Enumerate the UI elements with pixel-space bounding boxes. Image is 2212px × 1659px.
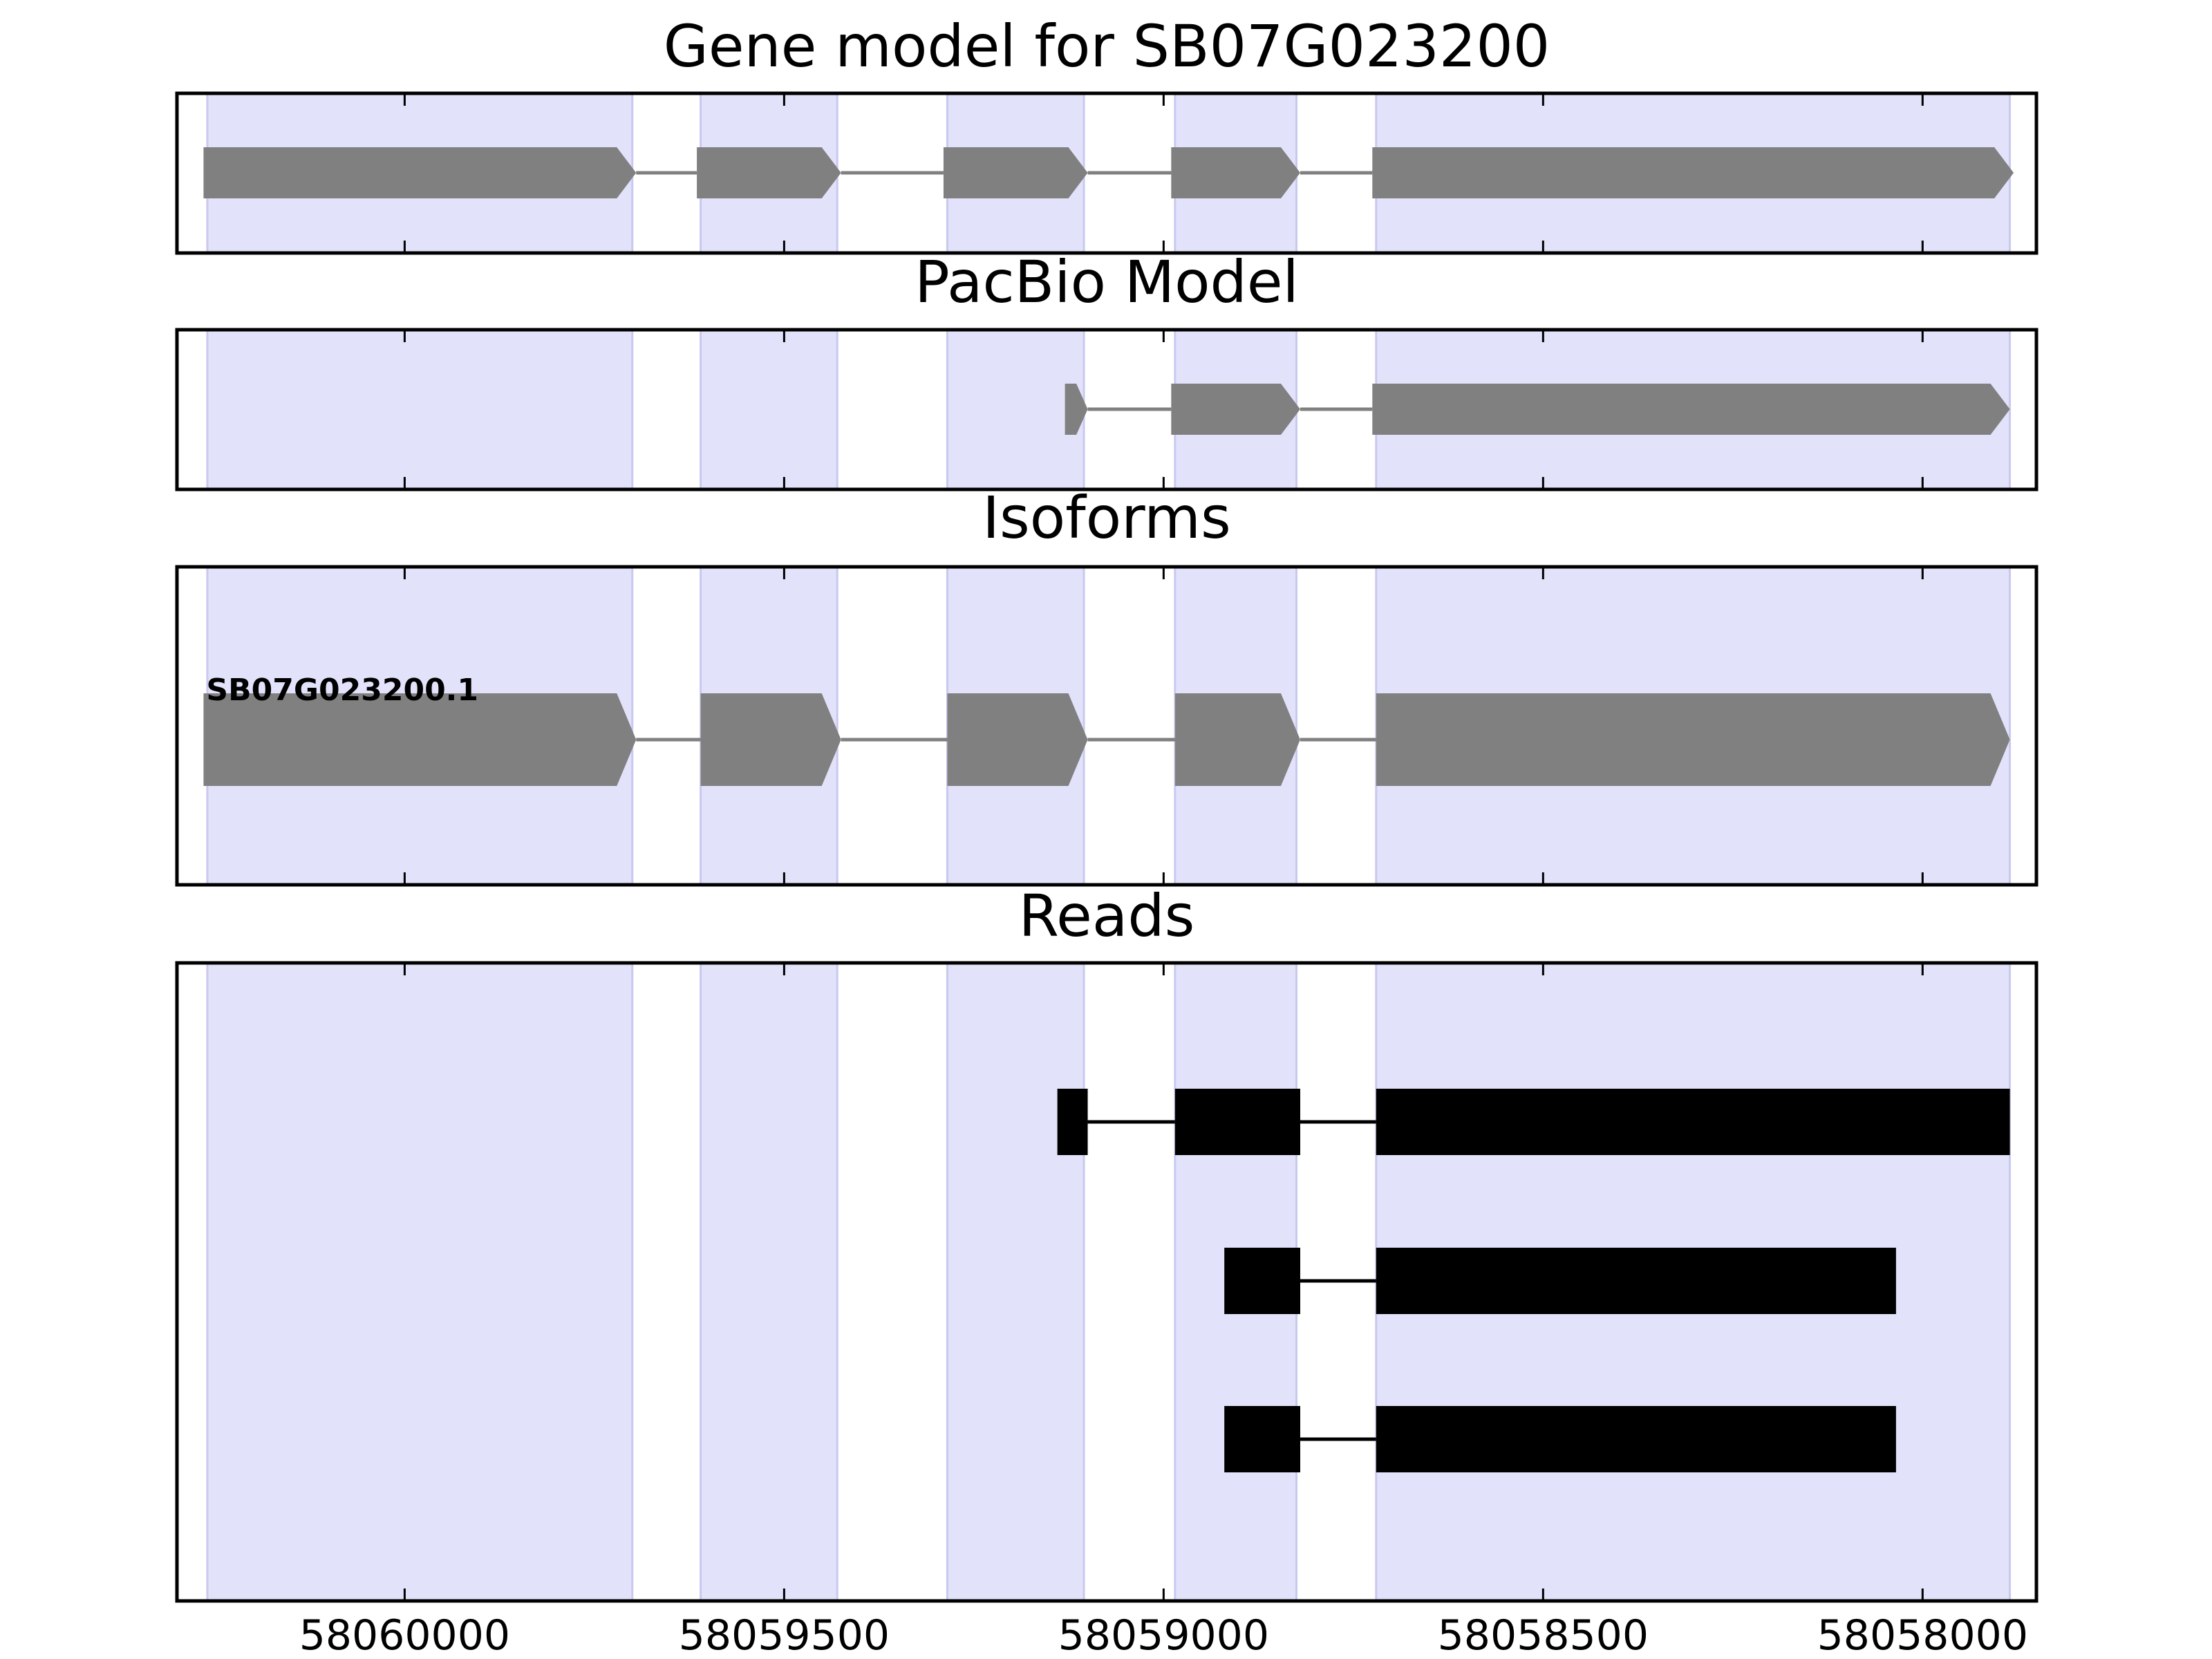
exon-arrow	[1171, 147, 1300, 198]
model-track	[1065, 384, 2010, 435]
exon-arrow	[1174, 693, 1300, 786]
model-track: SB07G023200.1	[203, 673, 2010, 786]
exon-arrow	[1372, 384, 2010, 435]
read-track	[1057, 1089, 2010, 1155]
x-tick-label: 58059500	[679, 1611, 890, 1659]
read-track	[1224, 1248, 1896, 1314]
shaded-exon-region	[206, 328, 634, 491]
exon-arrow	[943, 147, 1088, 198]
exon-arrow	[203, 147, 637, 198]
x-tick-label: 58058500	[1438, 1611, 1649, 1659]
read-exon-block	[1057, 1089, 1088, 1155]
read-track	[1224, 1406, 1896, 1472]
shaded-exon-region	[206, 962, 634, 1602]
exon-arrow	[203, 693, 637, 786]
exon-arrow	[697, 147, 841, 198]
shaded-exon-region	[700, 328, 838, 491]
exon-arrow	[1065, 384, 1088, 435]
shaded-exon-region	[700, 962, 838, 1602]
panel-frame	[175, 91, 2038, 255]
panel-title: Isoforms	[982, 484, 1231, 552]
model-track	[203, 147, 2014, 198]
read-exon-block	[1174, 1089, 1300, 1155]
panel-frame	[175, 328, 2038, 491]
panel-title: PacBio Model	[915, 248, 1299, 316]
read-exon-block	[1376, 1406, 1896, 1472]
exon-arrow	[1372, 147, 2014, 198]
isoform-label: SB07G023200.1	[206, 673, 478, 708]
x-tick-label: 58058000	[1817, 1611, 2028, 1659]
panel-4: Reads	[175, 882, 2038, 1603]
shaded-exon-region	[946, 962, 1085, 1602]
read-exon-block	[1376, 1089, 2010, 1155]
panel-3: Isoforms SB07G023200.1	[175, 484, 2038, 887]
exon-arrow	[947, 693, 1088, 786]
panel-title: Reads	[1019, 882, 1195, 950]
read-exon-block	[1224, 1406, 1300, 1472]
x-tick-label: 58059000	[1058, 1611, 1269, 1659]
panel-title: Gene model for SB07G023200	[664, 12, 1550, 80]
shaded-exon-region	[946, 328, 1085, 491]
x-tick-label: 58060000	[299, 1611, 510, 1659]
read-exon-block	[1224, 1248, 1300, 1314]
exon-arrow	[1376, 693, 2010, 786]
panel-frame	[175, 961, 2038, 1603]
panel-2: PacBio Model	[175, 248, 2038, 491]
read-exon-block	[1376, 1248, 1896, 1314]
exon-arrow	[700, 693, 841, 786]
panel-frame	[175, 565, 2038, 887]
panel-1: Gene model for SB07G023200	[175, 12, 2038, 255]
exon-arrow	[1171, 384, 1300, 435]
